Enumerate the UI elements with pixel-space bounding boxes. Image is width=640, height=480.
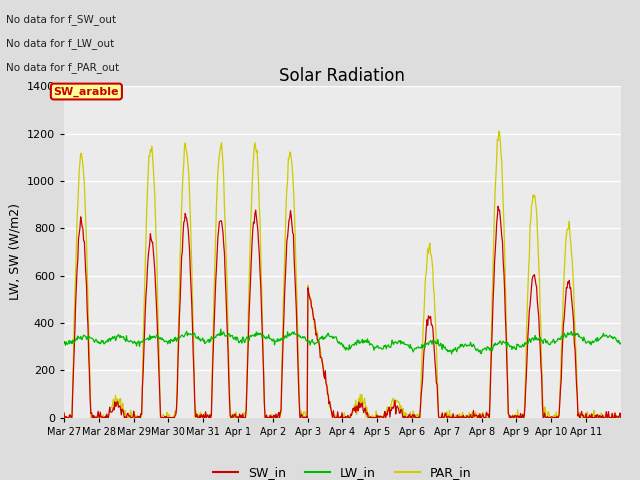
Legend: SW_in, LW_in, PAR_in: SW_in, LW_in, PAR_in: [209, 461, 476, 480]
Text: SW_arable: SW_arable: [54, 86, 119, 96]
Text: No data for f_LW_out: No data for f_LW_out: [6, 38, 115, 49]
Text: No data for f_SW_out: No data for f_SW_out: [6, 14, 116, 25]
Text: No data for f_PAR_out: No data for f_PAR_out: [6, 62, 120, 73]
Title: Solar Radiation: Solar Radiation: [280, 67, 405, 85]
Y-axis label: LW, SW (W/m2): LW, SW (W/m2): [8, 204, 21, 300]
